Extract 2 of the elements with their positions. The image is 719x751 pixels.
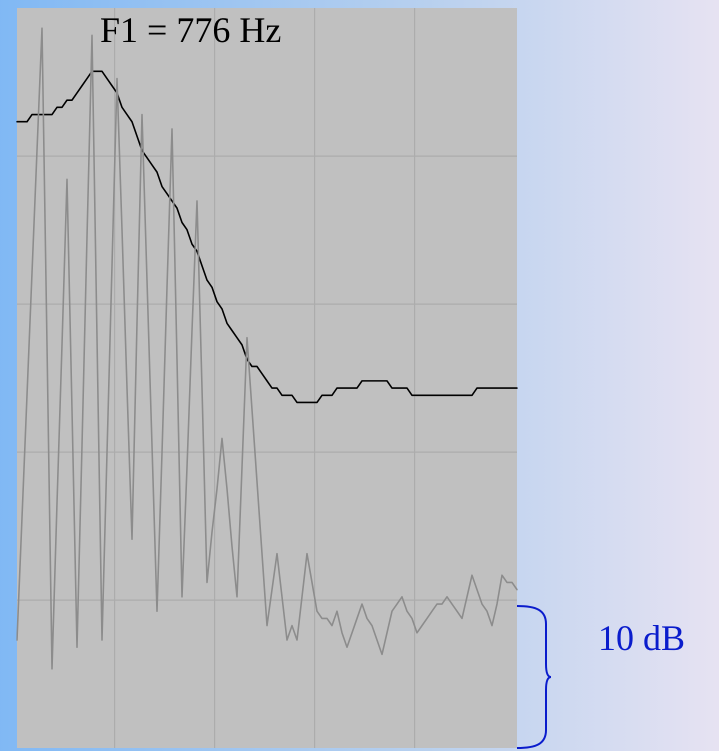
annotation: F1 = 776 Hz	[100, 10, 282, 50]
text: 10 dB	[598, 618, 686, 658]
